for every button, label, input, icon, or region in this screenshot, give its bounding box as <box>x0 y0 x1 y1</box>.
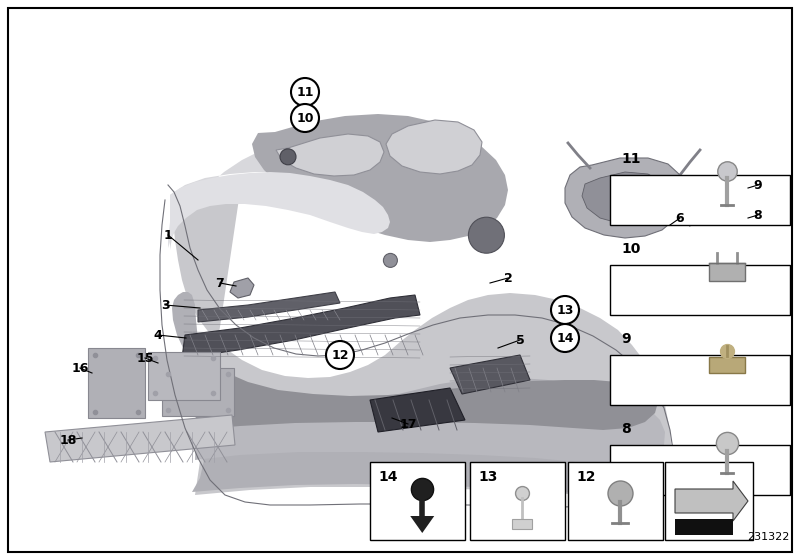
FancyBboxPatch shape <box>610 354 790 405</box>
FancyBboxPatch shape <box>610 175 790 225</box>
Polygon shape <box>45 415 235 462</box>
FancyBboxPatch shape <box>610 445 790 495</box>
Text: 4: 4 <box>154 329 162 342</box>
Circle shape <box>280 149 296 165</box>
Text: 11: 11 <box>622 152 641 166</box>
Text: 10: 10 <box>622 242 641 256</box>
Text: 3: 3 <box>161 298 170 311</box>
Polygon shape <box>182 295 420 358</box>
Polygon shape <box>198 292 340 322</box>
Circle shape <box>551 324 579 352</box>
Text: 10: 10 <box>296 111 314 124</box>
Polygon shape <box>170 138 420 250</box>
Text: 7: 7 <box>216 277 224 290</box>
Polygon shape <box>386 120 482 174</box>
Text: 12: 12 <box>331 348 349 362</box>
Circle shape <box>291 78 319 106</box>
Text: 14: 14 <box>378 470 398 484</box>
Circle shape <box>469 217 504 253</box>
Polygon shape <box>565 158 685 238</box>
Polygon shape <box>230 278 254 298</box>
Polygon shape <box>162 368 234 416</box>
Text: 5: 5 <box>516 334 524 347</box>
Polygon shape <box>582 172 668 223</box>
Text: 9: 9 <box>754 179 762 192</box>
Polygon shape <box>252 114 508 242</box>
Text: 11: 11 <box>296 86 314 99</box>
Text: 13: 13 <box>556 304 574 316</box>
Text: 231322: 231322 <box>748 532 790 542</box>
Polygon shape <box>450 355 530 394</box>
Polygon shape <box>195 348 658 430</box>
Text: 12: 12 <box>576 470 595 484</box>
Text: 13: 13 <box>478 470 498 484</box>
FancyBboxPatch shape <box>470 462 565 540</box>
Text: 16: 16 <box>71 362 89 375</box>
Circle shape <box>551 296 579 324</box>
Polygon shape <box>276 134 384 176</box>
FancyBboxPatch shape <box>370 462 465 540</box>
FancyBboxPatch shape <box>512 519 532 529</box>
Text: 9: 9 <box>622 332 631 346</box>
Circle shape <box>383 254 398 268</box>
Polygon shape <box>88 348 145 418</box>
Polygon shape <box>370 388 465 432</box>
Text: 6: 6 <box>676 212 684 225</box>
FancyBboxPatch shape <box>568 462 663 540</box>
FancyBboxPatch shape <box>665 462 753 540</box>
Text: 1: 1 <box>164 228 172 241</box>
Text: 8: 8 <box>622 422 631 436</box>
Polygon shape <box>172 292 668 494</box>
FancyBboxPatch shape <box>610 265 790 315</box>
Text: 2: 2 <box>504 272 512 284</box>
Text: 15: 15 <box>136 352 154 365</box>
FancyBboxPatch shape <box>675 519 733 535</box>
FancyBboxPatch shape <box>709 263 745 281</box>
Polygon shape <box>410 516 434 533</box>
Polygon shape <box>675 481 748 521</box>
Text: 8: 8 <box>754 208 762 222</box>
Circle shape <box>326 341 354 369</box>
Polygon shape <box>192 330 665 464</box>
Polygon shape <box>168 172 390 248</box>
FancyBboxPatch shape <box>709 357 745 372</box>
Polygon shape <box>148 352 220 400</box>
Circle shape <box>291 104 319 132</box>
Text: 14: 14 <box>556 332 574 344</box>
Polygon shape <box>172 185 672 495</box>
Text: 18: 18 <box>59 433 77 446</box>
Text: 17: 17 <box>399 418 417 431</box>
